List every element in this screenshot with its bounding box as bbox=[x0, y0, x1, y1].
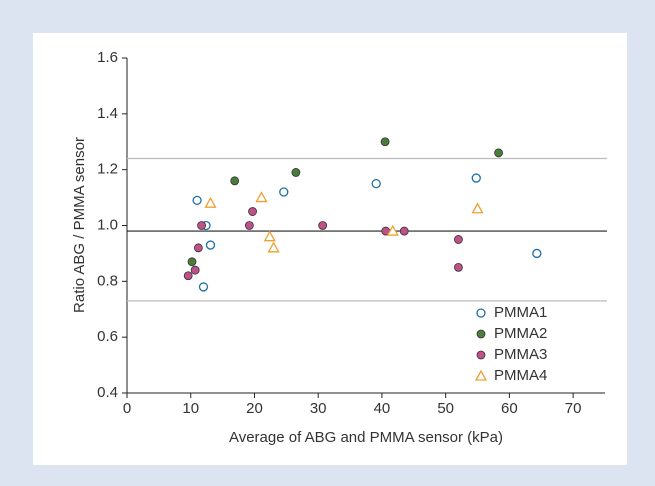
triangle-marker bbox=[255, 191, 268, 203]
triangle-marker bbox=[386, 224, 399, 236]
y-tick-label: 0.8 bbox=[97, 272, 118, 289]
circle-marker bbox=[205, 240, 216, 250]
x-tick-label: 70 bbox=[565, 400, 582, 417]
y-tick-label: 1.4 bbox=[97, 105, 118, 122]
circle-marker bbox=[532, 248, 542, 259]
legend-label: PMMA1 bbox=[494, 304, 547, 321]
x-tick-label: 30 bbox=[310, 400, 327, 417]
x-tick-label: 0 bbox=[123, 400, 131, 417]
legend-marker bbox=[476, 350, 486, 360]
circle-marker bbox=[244, 221, 254, 230]
y-axis-title: Ratio ABG / PMMA sensor bbox=[71, 137, 88, 313]
x-tick-label: 40 bbox=[374, 400, 391, 417]
circle-marker bbox=[190, 265, 200, 275]
legend-label: PMMA4 bbox=[494, 367, 547, 384]
x-tick-label: 60 bbox=[501, 400, 518, 417]
circle-marker bbox=[380, 137, 390, 147]
circle-marker bbox=[197, 221, 206, 230]
triangle-marker bbox=[263, 230, 276, 242]
triangle-marker bbox=[267, 241, 280, 253]
circle-marker bbox=[248, 207, 257, 216]
y-tick-label: 1.2 bbox=[97, 161, 118, 178]
circle-marker bbox=[371, 178, 381, 189]
y-tick-label: 1.0 bbox=[97, 216, 118, 233]
circle-marker bbox=[193, 243, 203, 253]
legend-marker bbox=[476, 308, 486, 318]
circle-marker bbox=[183, 271, 193, 281]
x-tick-label: 20 bbox=[246, 400, 263, 417]
circle-marker bbox=[192, 195, 202, 206]
circle-marker bbox=[291, 168, 301, 177]
triangle-marker bbox=[204, 196, 217, 208]
legend-marker bbox=[474, 369, 488, 381]
x-axis-title: Average of ABG and PMMA sensor (kPa) bbox=[229, 429, 503, 446]
circle-marker bbox=[187, 257, 197, 267]
circle-marker bbox=[279, 187, 289, 197]
circle-marker bbox=[454, 262, 463, 272]
circle-marker bbox=[230, 176, 240, 186]
circle-marker bbox=[399, 226, 409, 236]
x-tick-label: 50 bbox=[437, 400, 454, 417]
circle-marker bbox=[198, 282, 209, 292]
legend-label: PMMA2 bbox=[494, 325, 547, 342]
circle-marker bbox=[471, 173, 481, 183]
y-tick-label: 1.6 bbox=[97, 49, 118, 66]
triangle-marker bbox=[471, 202, 484, 214]
circle-marker bbox=[494, 148, 503, 158]
circle-marker bbox=[454, 235, 463, 244]
legend-marker bbox=[476, 329, 486, 339]
circle-marker bbox=[318, 221, 328, 230]
y-tick-label: 0.6 bbox=[97, 328, 118, 345]
legend-label: PMMA3 bbox=[494, 346, 547, 363]
x-tick-label: 10 bbox=[182, 400, 199, 417]
y-tick-label: 0.4 bbox=[97, 384, 118, 401]
